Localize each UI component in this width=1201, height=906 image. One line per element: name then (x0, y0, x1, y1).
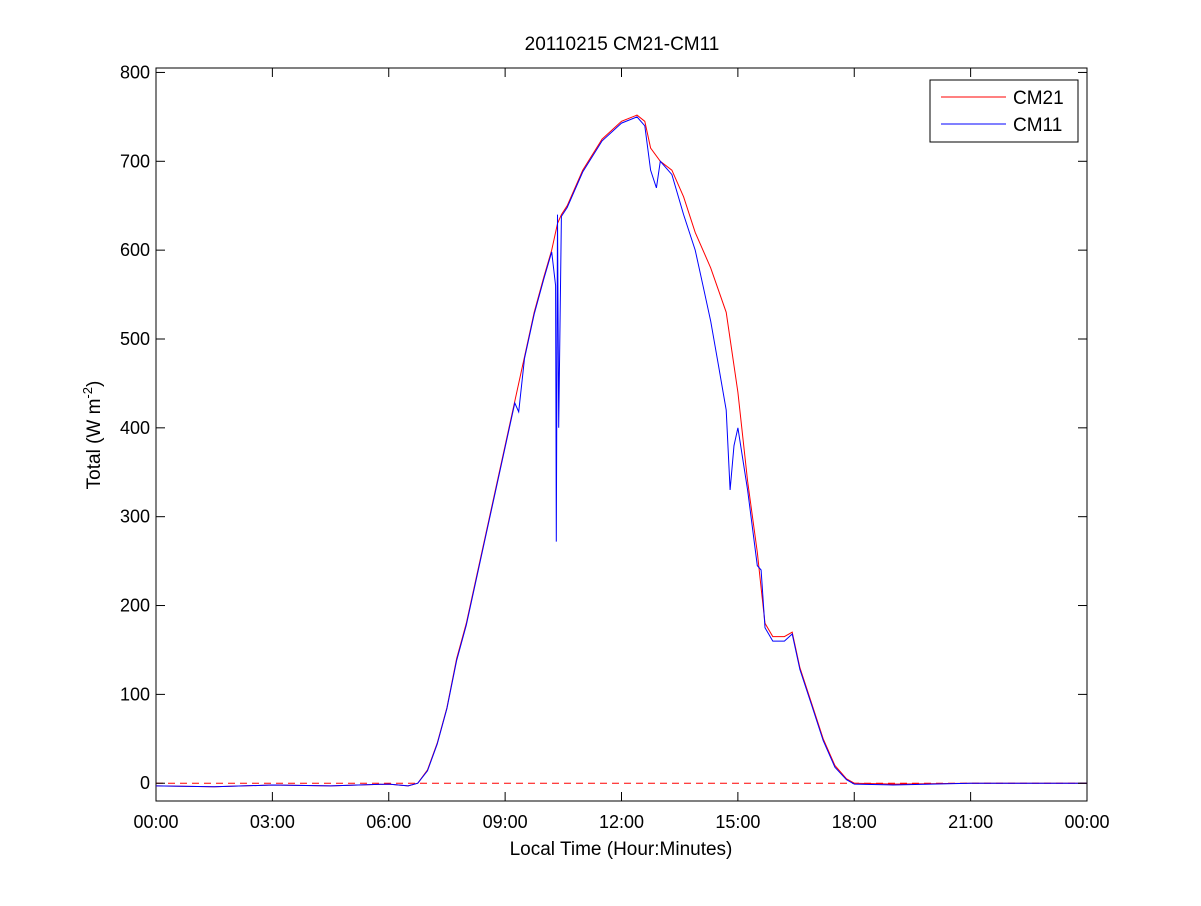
x-tick-label: 03:00 (250, 812, 295, 832)
y-tick-label: 0 (140, 773, 150, 793)
y-axis-label-superscript: -2 (80, 387, 95, 399)
x-tick-label: 15:00 (715, 812, 760, 832)
x-tick-label: 18:00 (832, 812, 877, 832)
x-tick-label: 21:00 (948, 812, 993, 832)
y-tick-label: 400 (120, 418, 150, 438)
y-tick-label: 500 (120, 329, 150, 349)
y-axis-label-close: ) (84, 381, 105, 387)
x-tick-label: 00:00 (133, 812, 178, 832)
y-axis-label-main: Total (W m (84, 399, 105, 490)
y-tick-label: 300 (120, 507, 150, 527)
y-axis-ticks: 0 100 200 300 400 500 600 700 800 (120, 62, 1087, 793)
series-layer (155, 114, 1087, 788)
chart-title: 20110215 CM21-CM11 (525, 34, 720, 55)
legend-box (929, 79, 1079, 143)
x-tick-label: 00:00 (1064, 812, 1109, 832)
y-tick-label: 200 (120, 596, 150, 616)
legend-label-cm11: CM11 (1013, 115, 1062, 136)
y-axis-label: Total (W m-2) (80, 381, 105, 490)
y-tick-label: 800 (120, 62, 150, 82)
legend-label-cm21: CM21 (1013, 88, 1064, 109)
x-axis-label: Local Time (Hour:Minutes) (510, 839, 733, 860)
legend: CM21 CM11 (929, 79, 1079, 143)
y-tick-label: 600 (120, 240, 150, 260)
y-tick-label: 700 (120, 151, 150, 171)
plot-frame (155, 67, 1088, 802)
series-line-cm11 (155, 116, 1087, 788)
x-tick-label: 12:00 (599, 812, 644, 832)
x-tick-label: 06:00 (366, 812, 411, 832)
y-tick-label: 100 (120, 684, 150, 704)
x-tick-label: 09:00 (483, 812, 528, 832)
x-axis-ticks: 00:00 03:00 06:00 09:00 12:00 15:00 18:00 21:00… (133, 68, 1110, 832)
